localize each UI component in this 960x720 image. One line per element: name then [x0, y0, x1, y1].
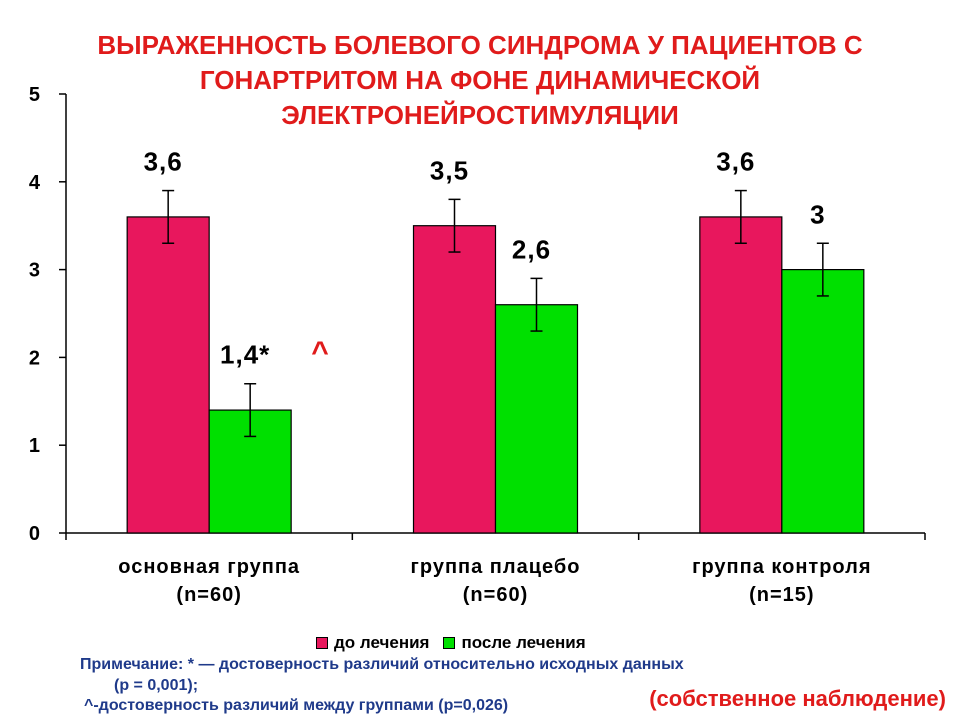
- note-line-1b: (р = 0,001);: [114, 677, 199, 694]
- data-label: 3: [810, 199, 825, 229]
- x-category-label: (n=60): [463, 584, 528, 606]
- legend-swatch-before: [316, 637, 328, 649]
- legend-label-after: после лечения: [461, 633, 586, 652]
- x-category-label: основная группа: [118, 556, 300, 578]
- data-label: 3,6: [144, 147, 183, 177]
- bar-before: [699, 216, 783, 534]
- data-label: 3,5: [430, 155, 469, 185]
- bar-after: [781, 269, 865, 534]
- title-line-3: ЭЛЕКТРОНЕЙРОСТИМУЛЯЦИИ: [281, 100, 679, 130]
- y-tick-label: 1: [29, 435, 40, 457]
- title-line-1: ВЫРАЖЕННОСТЬ БОЛЕВОГО СИНДРОМА У ПАЦИЕНТ…: [97, 30, 863, 60]
- legend-label-before: до лечения: [334, 633, 430, 652]
- y-tick-label: 0: [29, 523, 40, 545]
- y-tick-label: 5: [29, 84, 40, 106]
- data-label: 2,6: [512, 234, 551, 264]
- legend: до лечения после лечения: [316, 633, 586, 653]
- note-line-2: ^-достоверность различий между группами …: [84, 697, 509, 714]
- bar-before: [412, 225, 497, 534]
- legend-item-after: после лечения: [443, 633, 586, 653]
- x-category-label: (n=15): [749, 584, 814, 606]
- x-category-label: (n=60): [176, 584, 241, 606]
- note-line-1: Примечание: * — достоверность различий о…: [80, 656, 684, 673]
- annotation-caret: ^: [311, 336, 329, 369]
- data-label: 1,4*: [220, 340, 270, 370]
- x-category-label: группа плацебо: [411, 556, 581, 578]
- y-tick-label: 2: [29, 347, 40, 369]
- y-tick-label: 3: [29, 260, 40, 282]
- chart-title: ВЫРАЖЕННОСТЬ БОЛЕВОГО СИНДРОМА У ПАЦИЕНТ…: [0, 28, 960, 133]
- x-category-label: группа контроля: [692, 556, 871, 578]
- legend-swatch-after: [443, 637, 456, 649]
- source-note: (собственное наблюдение): [649, 686, 946, 711]
- y-tick-label: 4: [29, 172, 41, 194]
- data-label: 3,6: [716, 147, 755, 177]
- bar-before: [126, 216, 210, 534]
- legend-item-before: до лечения: [316, 633, 429, 653]
- bar-after: [494, 304, 579, 534]
- title-line-2: ГОНАРТРИТОМ НА ФОНЕ ДИНАМИЧЕСКОЙ: [199, 65, 761, 95]
